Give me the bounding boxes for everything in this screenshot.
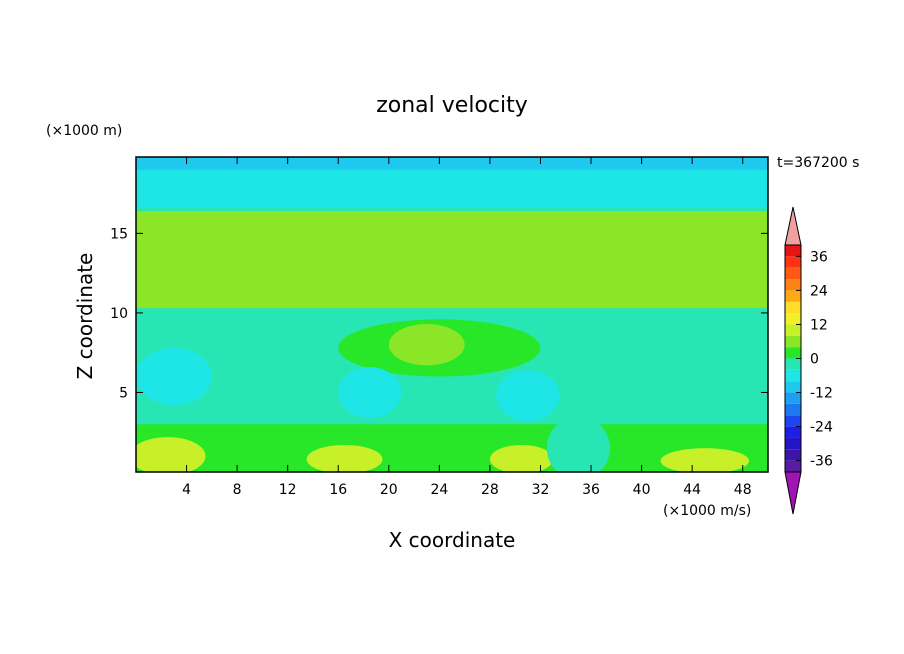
colorbar-swatch [785, 324, 801, 336]
colorbar-tick-label: -24 [810, 420, 833, 436]
colorbar-swatch [785, 426, 801, 438]
field-region-bottom-cyan-gap [546, 416, 610, 472]
y-tick-label: 5 [119, 385, 128, 401]
colorbar-swatch [785, 313, 801, 325]
colorbar-swatch [785, 437, 801, 450]
y-tick-label: 15 [110, 226, 128, 242]
colorbar-swatch [785, 358, 801, 370]
y-unit-label: (×1000 m) [46, 123, 122, 139]
colorbar-swatch [785, 301, 801, 314]
colorbar-under-arrow [784, 471, 802, 515]
colorbar-swatch [785, 460, 801, 472]
field-region-bottom-yellow-3 [489, 444, 554, 472]
x-unit-label: (×1000 m/s) [663, 503, 751, 519]
chart-title: zonal velocity [376, 93, 528, 118]
x-axis-label: X coordinate [389, 528, 516, 552]
colorbar-swatch [785, 369, 801, 382]
x-tick-label: 48 [734, 482, 752, 498]
time-label: t=367200 s [777, 155, 859, 171]
field-region-bottom-yellow-2 [306, 444, 383, 472]
colorbar-swatch [785, 392, 801, 404]
x-tick-label: 16 [329, 482, 347, 498]
colorbar-swatch [785, 347, 801, 359]
field-region-cyan-blob-2 [338, 367, 402, 418]
x-tick-label: 36 [582, 482, 600, 498]
colorbar-swatch [785, 290, 801, 302]
colorbar-tick-label: 36 [810, 249, 828, 265]
field-region-upper-green-core-east [616, 227, 768, 291]
colorbar-tick-label: 24 [810, 283, 828, 299]
colorbar-swatch [785, 256, 801, 268]
colorbar-tick-label: 0 [810, 352, 819, 368]
colorbar-swatch [785, 381, 801, 393]
colorbar-swatch [785, 415, 801, 427]
x-tick-label: 40 [633, 482, 651, 498]
colorbar-tick-label: -12 [810, 386, 833, 402]
y-tick-label: 10 [110, 306, 128, 322]
x-tick-label: 32 [532, 482, 550, 498]
colorbar: 36 24 12 0 -12 -24 -36 [784, 206, 833, 515]
colorbar-tick-label: -36 [810, 454, 833, 470]
x-tick-label: 8 [233, 482, 242, 498]
colorbar-swatch [785, 335, 801, 348]
field-region-top-edge [136, 157, 768, 170]
x-tick-label: 20 [380, 482, 398, 498]
x-tick-label: 12 [279, 482, 297, 498]
x-tick-label: 4 [182, 482, 191, 498]
colorbar-swatch [785, 403, 801, 416]
field-region-bottom-yellow-4 [660, 448, 750, 472]
x-tick-label: 24 [430, 482, 448, 498]
x-axis-ticks: 4 8 12 16 20 24 28 32 36 40 44 48 [182, 157, 752, 498]
colorbar-swatch [785, 279, 801, 291]
x-tick-label: 28 [481, 482, 499, 498]
field-region-cyan-blob-1 [136, 347, 212, 406]
field-region-cyan-blob-3 [496, 370, 560, 422]
y-axis-ticks: 5 10 15 [110, 226, 768, 401]
colorbar-swatch [785, 245, 801, 257]
x-tick-label: 44 [683, 482, 701, 498]
y-axis-label: Z coordinate [73, 253, 97, 380]
colorbar-swatch [785, 267, 801, 280]
colorbar-over-arrow [784, 206, 802, 246]
field-region-background [136, 157, 768, 472]
field-region-mid-lightgreen-patch [388, 324, 465, 366]
colorbar-swatch [785, 449, 801, 461]
plot-frame [135, 156, 769, 473]
plot-field [136, 157, 768, 472]
field-region-upper-green-core-west [136, 217, 389, 269]
colorbar-tick-label: 12 [810, 317, 828, 333]
field-region-bottom-yellow-1 [136, 437, 206, 472]
